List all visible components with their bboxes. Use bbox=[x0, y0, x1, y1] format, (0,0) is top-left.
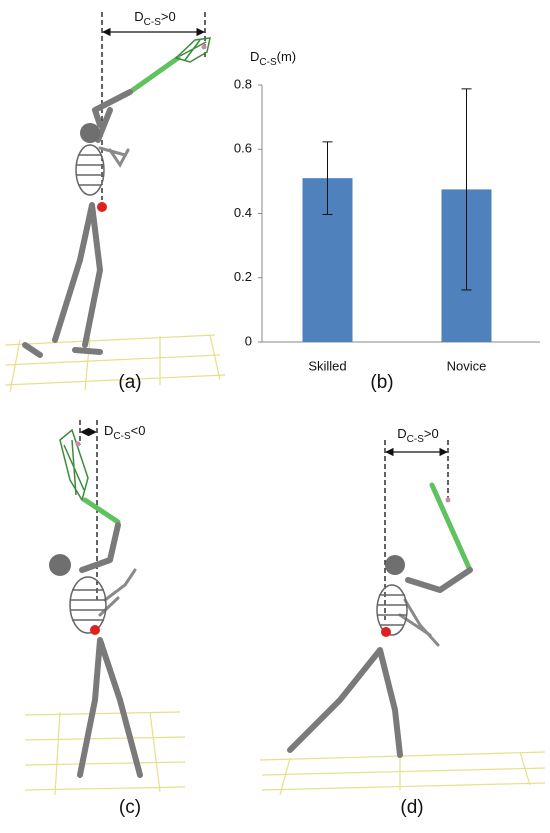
panel-label: (a) bbox=[118, 372, 141, 393]
y-label-symbol: D bbox=[250, 49, 259, 64]
y-tick-label: 0.8 bbox=[234, 76, 252, 91]
annotation-subscript: C-S bbox=[113, 431, 131, 442]
annotation-relation: >0 bbox=[424, 426, 439, 441]
y-label-unit: (m) bbox=[277, 49, 297, 64]
panel-label: (b) bbox=[370, 372, 393, 393]
panel-label: (c) bbox=[119, 797, 141, 818]
annotation-symbol: D bbox=[134, 9, 143, 24]
panel-label: (d) bbox=[400, 797, 423, 818]
annotation-relation: <0 bbox=[131, 423, 146, 438]
panel-c-illustration bbox=[24, 420, 186, 796]
annotation: DC-S<0 bbox=[104, 423, 145, 441]
annotation: DC-S>0 bbox=[397, 426, 438, 444]
panel-d-illustration bbox=[259, 440, 546, 796]
annotation-relation: >0 bbox=[161, 9, 176, 24]
annotation-symbol: D bbox=[397, 426, 406, 441]
y-tick-label: 0.6 bbox=[234, 141, 252, 156]
panel-a-illustration bbox=[4, 12, 226, 393]
y-tick-label: 0.2 bbox=[234, 269, 252, 284]
x-tick-label: Skilled bbox=[308, 358, 346, 373]
y-label-subscript: C-S bbox=[259, 57, 277, 68]
annotation: DC-S>0 bbox=[134, 9, 175, 27]
annotation-symbol: D bbox=[104, 423, 113, 438]
x-tick-label: Novice bbox=[447, 358, 487, 373]
annotation-subscript: C-S bbox=[407, 434, 425, 445]
bar-chart: 0 0.2 0.4 0.6 0.8 Skilled Novice bbox=[234, 76, 540, 373]
y-axis-label: DC-S(m) bbox=[250, 49, 296, 67]
y-tick-label: 0.4 bbox=[234, 205, 252, 220]
annotation-subscript: C-S bbox=[144, 17, 162, 28]
y-tick-label: 0 bbox=[245, 333, 252, 348]
